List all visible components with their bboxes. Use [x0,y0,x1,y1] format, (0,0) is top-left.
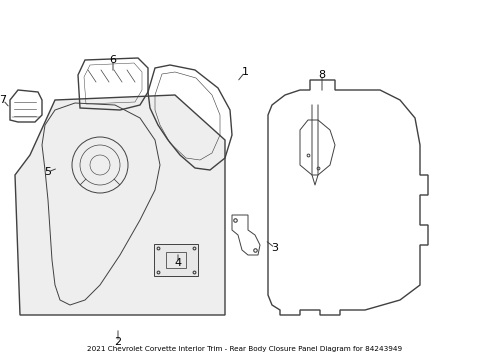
Text: 7: 7 [0,95,6,105]
Text: 4: 4 [174,258,182,268]
Text: 3: 3 [271,243,278,253]
Text: 1: 1 [242,67,248,77]
Polygon shape [15,95,225,315]
Text: 8: 8 [318,70,325,80]
Text: 2021 Chevrolet Corvette Interior Trim - Rear Body Closure Panel Diagram for 8424: 2021 Chevrolet Corvette Interior Trim - … [87,346,403,352]
Text: 5: 5 [45,167,51,177]
Text: 6: 6 [109,55,117,65]
Text: 2: 2 [115,337,122,347]
FancyBboxPatch shape [154,244,198,276]
